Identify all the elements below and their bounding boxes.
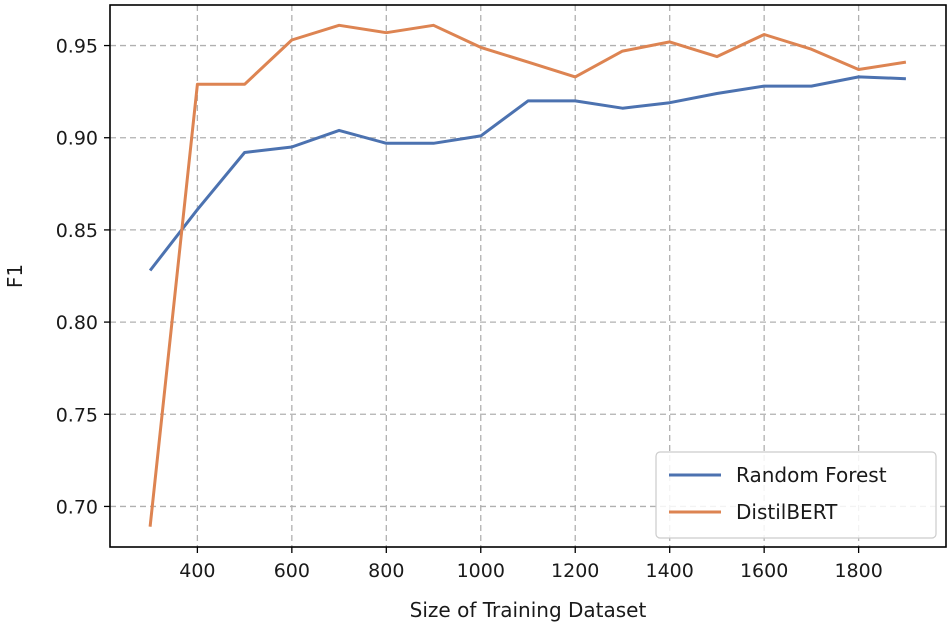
plot-frame xyxy=(109,4,947,548)
y-axis-label: F1 xyxy=(3,264,27,288)
y-tick-label: 0.90 xyxy=(56,128,98,150)
y-tick-label: 0.70 xyxy=(56,496,98,518)
x-tick-label: 1400 xyxy=(646,560,694,582)
x-tick-label: 600 xyxy=(274,560,310,582)
y-tick-label: 0.85 xyxy=(56,220,98,242)
x-tick-label: 1600 xyxy=(740,560,788,582)
x-tick-label: 1800 xyxy=(834,560,882,582)
legend: Random Forest DistilBERT xyxy=(655,451,937,539)
x-tick-label: 800 xyxy=(368,560,404,582)
y-tick-label: 0.95 xyxy=(56,36,98,58)
x-tick-label: 1200 xyxy=(551,560,599,582)
y-tick-label: 0.80 xyxy=(56,312,98,334)
y-tick-label: 0.75 xyxy=(56,404,98,426)
axis-ticks: 400 600 800 1000 1200 1400 1600 1800 0.70 0.75 0.8… xyxy=(56,36,883,582)
series-line-random-forest xyxy=(148,75,906,272)
series-lines xyxy=(148,23,907,527)
series-line-distilbert xyxy=(148,23,907,527)
legend-label-random-forest: Random Forest xyxy=(736,463,887,487)
x-axis-label: Size of Training Dataset xyxy=(410,598,647,622)
grid xyxy=(110,5,946,547)
legend-label-distilbert: DistilBERT xyxy=(736,500,838,524)
legend-box xyxy=(655,451,937,539)
x-tick-label: 1000 xyxy=(457,560,505,582)
x-tick-label: 400 xyxy=(179,560,215,582)
